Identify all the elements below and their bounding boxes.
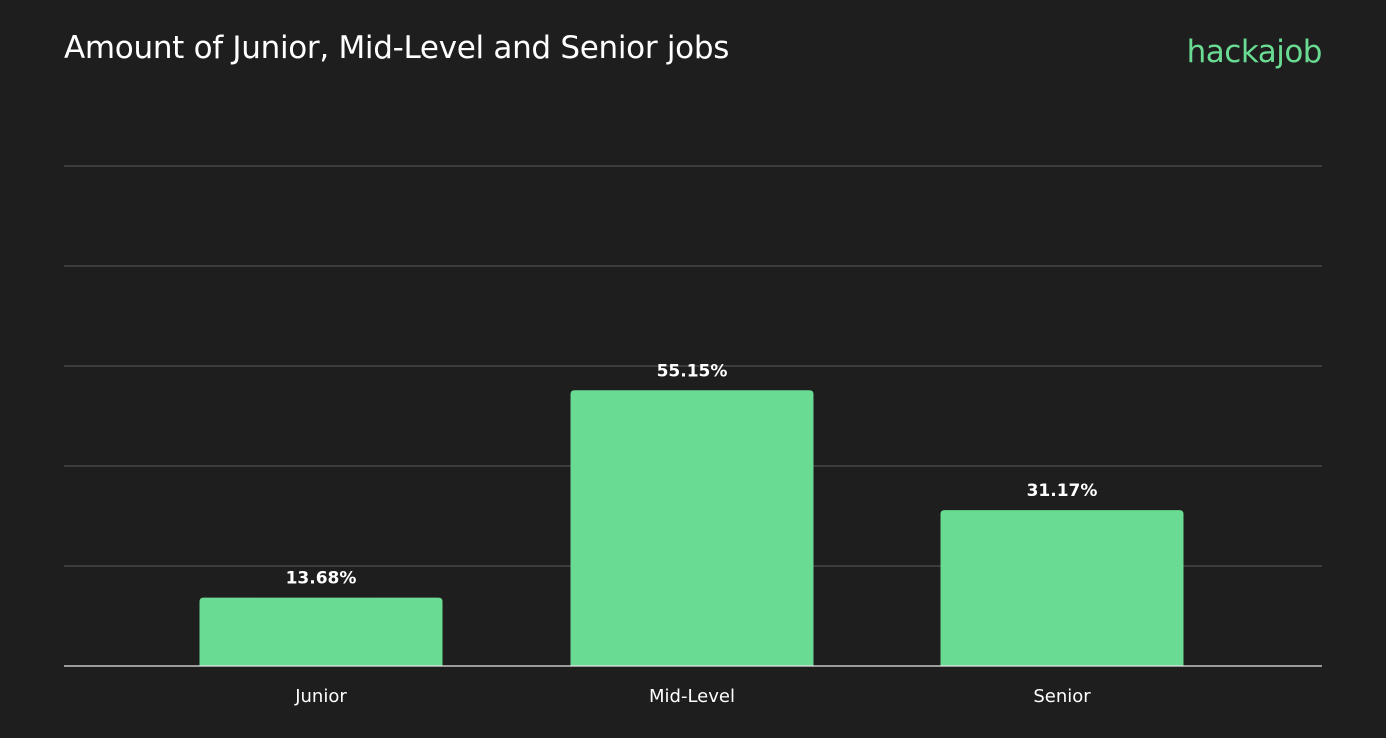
value-label: 55.15% (657, 361, 728, 381)
value-label: 31.17% (1027, 481, 1098, 501)
value-label: 13.68% (286, 569, 357, 589)
bar-senior (940, 510, 1184, 666)
chart-title: Amount of Junior, Mid-Level and Senior j… (64, 30, 730, 66)
category-label: Mid-Level (649, 686, 735, 707)
brand-logo: hackajob (1186, 34, 1323, 70)
category-label: Junior (294, 686, 347, 707)
bar-junior (199, 597, 443, 666)
category-label: Senior (1033, 686, 1091, 707)
bars (199, 390, 1184, 666)
value-labels: 13.68% 55.15% 31.17% (286, 361, 1098, 588)
category-labels: Junior Mid-Level Senior (294, 686, 1091, 707)
bar-mid-level (570, 390, 814, 666)
